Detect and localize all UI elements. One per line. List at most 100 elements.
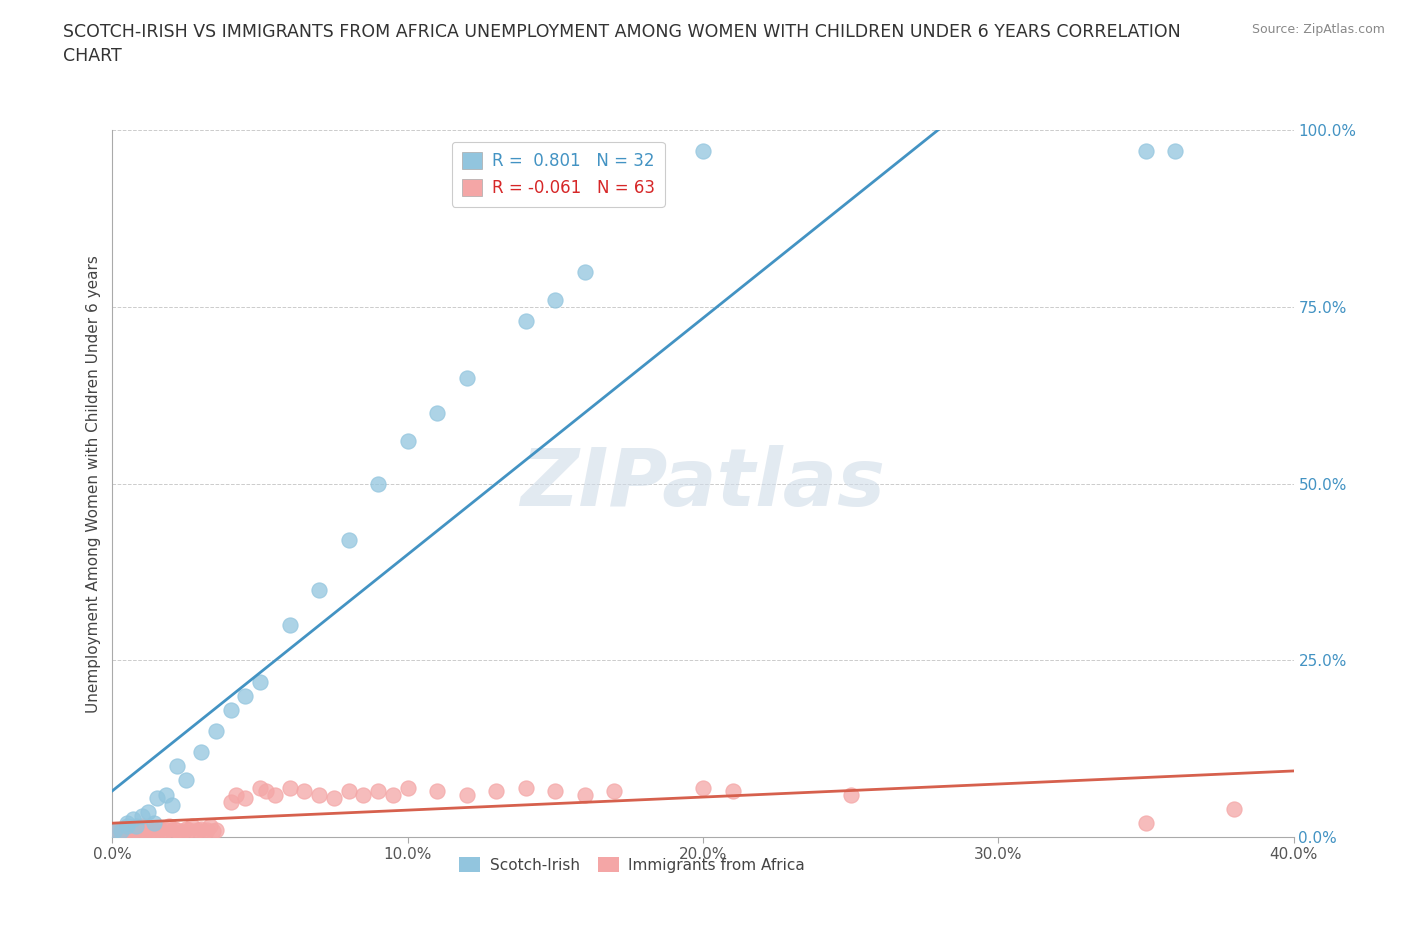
Point: [187, 822, 209, 837]
Point: [134, 824, 156, 839]
Point: [146, 790, 169, 805]
Point: [1164, 144, 1187, 159]
Point: [515, 780, 537, 795]
Point: [157, 819, 180, 834]
Point: [278, 780, 301, 795]
Point: [195, 822, 218, 837]
Point: [152, 826, 174, 841]
Point: [142, 816, 165, 830]
Y-axis label: Unemployment Among Women with Children Under 6 years: Unemployment Among Women with Children U…: [86, 255, 101, 712]
Point: [160, 798, 183, 813]
Point: [149, 821, 172, 836]
Point: [205, 822, 228, 837]
Point: [131, 819, 153, 834]
Point: [603, 784, 626, 799]
Point: [249, 674, 271, 689]
Point: [166, 822, 188, 837]
Point: [308, 787, 330, 802]
Point: [117, 822, 138, 837]
Point: [190, 745, 212, 760]
Point: [155, 822, 177, 837]
Point: [169, 826, 191, 841]
Point: [574, 787, 596, 802]
Point: [292, 784, 315, 799]
Point: [136, 821, 159, 836]
Point: [128, 826, 150, 841]
Point: [254, 784, 277, 799]
Point: [839, 787, 862, 802]
Point: [337, 784, 360, 799]
Point: [278, 618, 301, 632]
Point: [1135, 144, 1157, 159]
Point: [692, 780, 714, 795]
Point: [174, 821, 197, 836]
Point: [352, 787, 374, 802]
Point: [142, 822, 165, 837]
Point: [172, 824, 194, 839]
Point: [122, 824, 145, 839]
Point: [104, 822, 127, 837]
Point: [163, 821, 186, 836]
Point: [337, 533, 360, 548]
Point: [131, 808, 153, 823]
Point: [485, 784, 508, 799]
Point: [184, 824, 207, 839]
Point: [117, 819, 138, 834]
Point: [544, 292, 567, 307]
Point: [1223, 802, 1246, 817]
Point: [721, 784, 744, 799]
Point: [367, 784, 389, 799]
Point: [104, 826, 127, 841]
Point: [323, 790, 346, 805]
Point: [117, 816, 138, 830]
Point: [125, 819, 148, 834]
Point: [120, 826, 142, 841]
Text: Source: ZipAtlas.com: Source: ZipAtlas.com: [1251, 23, 1385, 36]
Point: [139, 826, 162, 841]
Point: [107, 822, 129, 837]
Point: [122, 812, 145, 827]
Point: [146, 824, 169, 839]
Point: [225, 787, 247, 802]
Point: [193, 824, 215, 839]
Point: [198, 819, 221, 834]
Point: [396, 433, 419, 448]
Point: [264, 787, 287, 802]
Text: ZIPatlas: ZIPatlas: [520, 445, 886, 523]
Point: [233, 688, 256, 703]
Point: [515, 313, 537, 328]
Point: [181, 819, 204, 834]
Point: [112, 824, 135, 839]
Point: [574, 264, 596, 279]
Point: [692, 144, 714, 159]
Legend: Scotch-Irish, Immigrants from Africa: Scotch-Irish, Immigrants from Africa: [453, 851, 811, 879]
Point: [155, 787, 177, 802]
Point: [136, 804, 159, 819]
Point: [426, 405, 449, 420]
Point: [201, 824, 224, 839]
Point: [308, 582, 330, 597]
Point: [166, 759, 188, 774]
Point: [456, 787, 478, 802]
Point: [160, 824, 183, 839]
Point: [219, 702, 242, 717]
Point: [131, 822, 153, 837]
Point: [125, 821, 148, 836]
Text: SCOTCH-IRISH VS IMMIGRANTS FROM AFRICA UNEMPLOYMENT AMONG WOMEN WITH CHILDREN UN: SCOTCH-IRISH VS IMMIGRANTS FROM AFRICA U…: [63, 23, 1181, 65]
Point: [174, 773, 197, 788]
Point: [219, 794, 242, 809]
Point: [1135, 816, 1157, 830]
Point: [367, 476, 389, 491]
Point: [233, 790, 256, 805]
Point: [426, 784, 449, 799]
Point: [190, 821, 212, 836]
Point: [110, 826, 132, 841]
Point: [456, 370, 478, 385]
Point: [179, 822, 201, 837]
Point: [110, 824, 132, 839]
Point: [205, 724, 228, 738]
Point: [396, 780, 419, 795]
Point: [249, 780, 271, 795]
Point: [382, 787, 405, 802]
Point: [544, 784, 567, 799]
